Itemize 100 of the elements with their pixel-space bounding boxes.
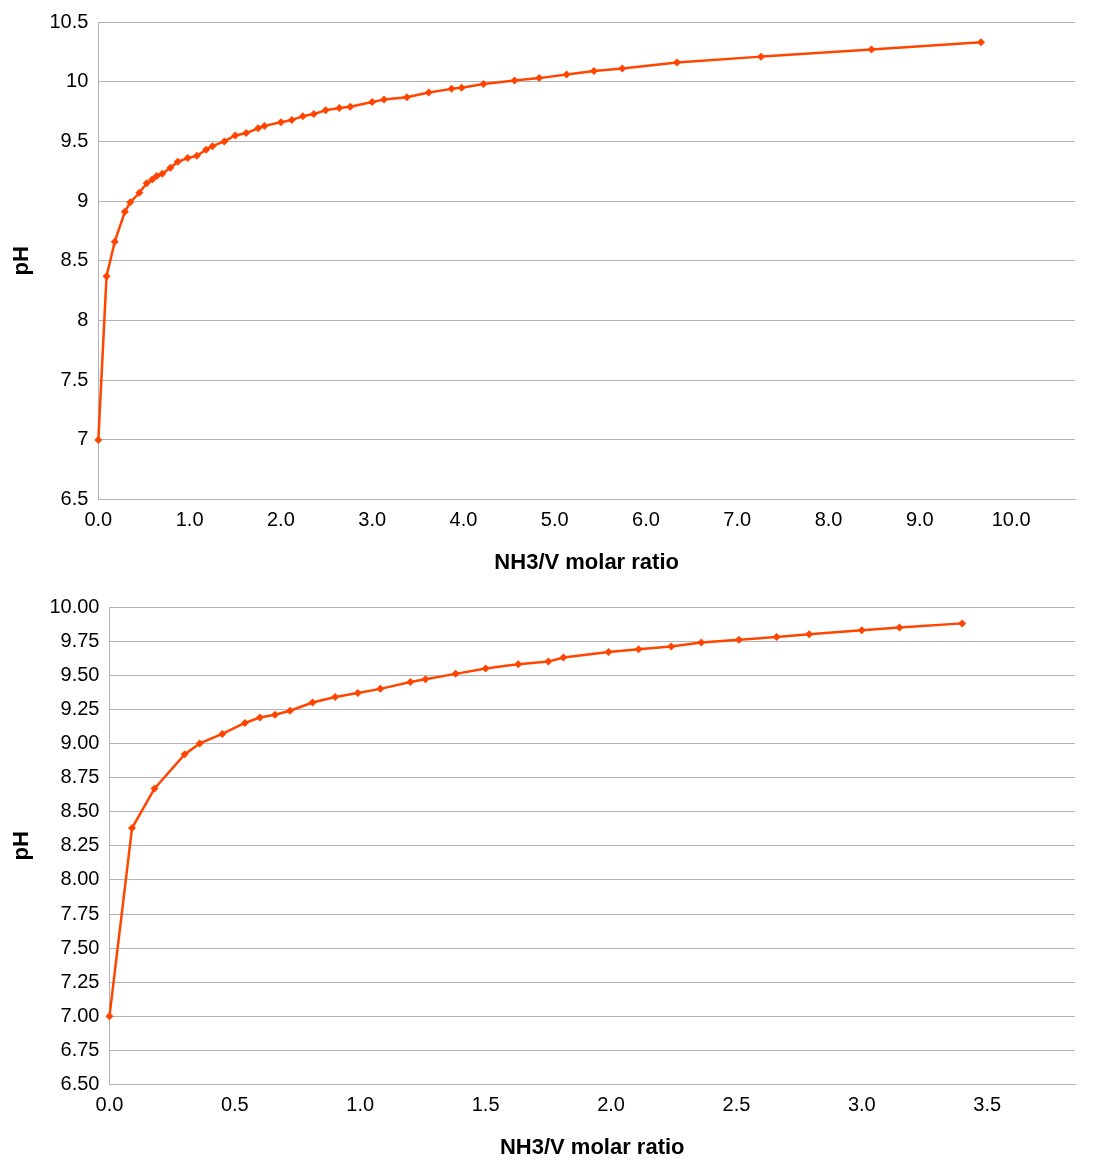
y-tick-label: 8.00 xyxy=(60,867,100,890)
y-tick-label: 6.75 xyxy=(60,1038,100,1060)
point xyxy=(805,630,814,639)
point xyxy=(772,633,781,642)
y-tick-label: 7.25 xyxy=(60,969,100,992)
y-tick-label: 7 xyxy=(77,427,89,450)
point xyxy=(447,84,456,93)
point xyxy=(309,109,318,118)
y-tick-label: 9.50 xyxy=(60,662,100,685)
point xyxy=(260,121,269,130)
point xyxy=(604,648,613,657)
point xyxy=(158,169,167,178)
y-tick-label: 8 xyxy=(77,308,89,331)
point xyxy=(126,198,135,207)
x-axis-title: NH3/V molar ratio xyxy=(499,1133,685,1159)
point xyxy=(102,272,111,281)
point xyxy=(618,64,627,73)
x-tick-label: 3.0 xyxy=(847,1093,876,1116)
point xyxy=(634,645,643,654)
point xyxy=(331,693,340,702)
y-tick-label: 8.5 xyxy=(60,248,89,271)
point xyxy=(94,435,103,444)
y-tick-label: 8.25 xyxy=(60,833,100,856)
point xyxy=(128,824,137,833)
point xyxy=(421,675,430,684)
point xyxy=(976,38,985,47)
point xyxy=(242,129,251,138)
x-tick-label: 6.0 xyxy=(632,508,660,531)
x-tick-label: 10.0 xyxy=(991,508,1031,531)
point xyxy=(589,66,598,75)
y-tick-label: 9.00 xyxy=(60,730,100,753)
x-axis-title: NH3/V molar ratio xyxy=(494,548,679,574)
point xyxy=(135,188,144,197)
point xyxy=(857,626,866,635)
y-axis-title: pH xyxy=(8,831,34,861)
point xyxy=(353,688,362,697)
point xyxy=(254,124,263,133)
x-tick-label: 3.5 xyxy=(973,1093,1002,1116)
point xyxy=(152,172,161,181)
y-tick-label: 6.50 xyxy=(60,1072,100,1095)
x-tick-label: 7.0 xyxy=(723,508,752,531)
point xyxy=(544,657,553,666)
point xyxy=(406,678,415,687)
point xyxy=(376,684,385,693)
point xyxy=(673,58,682,67)
y-tick-label: 7.50 xyxy=(60,935,100,958)
point xyxy=(150,784,159,793)
y-axis-title: pH xyxy=(8,246,34,276)
point xyxy=(335,103,344,112)
y-tick-label: 9.5 xyxy=(60,128,89,151)
x-tick-label: 5.0 xyxy=(540,508,569,531)
point xyxy=(286,706,295,715)
x-tick-label: 9.0 xyxy=(905,508,934,531)
point xyxy=(276,118,285,127)
point xyxy=(287,115,296,124)
point xyxy=(120,207,129,216)
x-tick-label: 1.0 xyxy=(175,508,204,531)
point xyxy=(183,154,192,163)
y-tick-label: 9 xyxy=(77,188,89,211)
x-tick-label: 4.0 xyxy=(449,508,478,531)
point xyxy=(510,76,519,85)
point xyxy=(867,45,876,54)
point xyxy=(535,74,544,83)
point xyxy=(231,131,240,140)
point xyxy=(173,157,182,166)
point xyxy=(559,653,568,662)
point xyxy=(895,623,904,632)
point xyxy=(514,660,523,669)
point xyxy=(321,106,330,115)
point xyxy=(218,729,227,738)
point xyxy=(757,52,765,61)
x-tick-label: 1.5 xyxy=(471,1093,500,1116)
point xyxy=(255,713,264,722)
point xyxy=(380,95,389,104)
point xyxy=(479,80,488,89)
point xyxy=(180,750,189,759)
y-tick-label: 8.50 xyxy=(60,799,100,822)
x-tick-label: 0.5 xyxy=(220,1093,249,1116)
point xyxy=(457,83,466,92)
point xyxy=(195,739,204,748)
y-tick-label: 7.5 xyxy=(60,367,89,390)
point xyxy=(308,698,317,707)
point xyxy=(220,137,229,146)
x-tick-label: 2.0 xyxy=(266,508,295,531)
x-tick-label: 2.0 xyxy=(597,1093,625,1116)
point xyxy=(240,718,249,727)
point xyxy=(958,619,967,628)
point xyxy=(105,1012,114,1021)
point xyxy=(562,70,571,79)
point xyxy=(208,142,217,151)
y-tick-label: 7.75 xyxy=(60,901,100,924)
point xyxy=(734,635,743,644)
point xyxy=(451,669,460,678)
point xyxy=(142,179,151,188)
x-tick-label: 3.0 xyxy=(358,508,387,531)
point xyxy=(298,112,307,121)
point xyxy=(110,237,119,246)
y-tick-label: 9.75 xyxy=(60,628,100,651)
point xyxy=(368,98,377,106)
point xyxy=(424,88,433,97)
